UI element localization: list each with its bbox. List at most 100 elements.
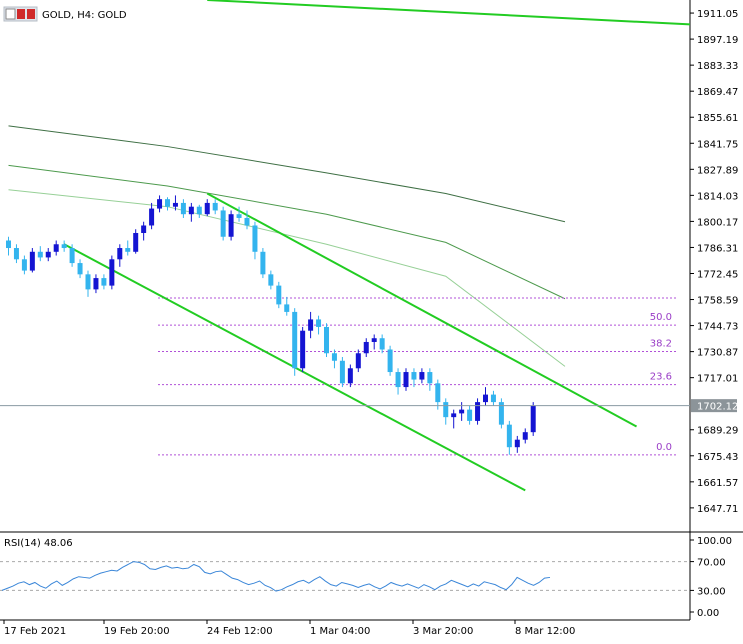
price-tick-label: 1800.17 bbox=[697, 217, 738, 228]
price-tick-label: 1897.19 bbox=[697, 35, 738, 46]
candlestick bbox=[29, 248, 35, 273]
candle-body bbox=[371, 338, 377, 342]
candlestick bbox=[157, 195, 163, 213]
candlestick bbox=[212, 199, 218, 215]
candle-body bbox=[204, 202, 210, 215]
candlestick bbox=[37, 246, 43, 262]
candle-body bbox=[435, 383, 441, 403]
fib-level-label: 0.0 bbox=[656, 442, 672, 453]
candlestick bbox=[276, 281, 282, 309]
candle-body bbox=[117, 248, 123, 260]
candlestick bbox=[331, 349, 337, 369]
candlestick bbox=[117, 244, 123, 267]
candle-body bbox=[236, 214, 242, 218]
candle-body bbox=[149, 208, 155, 226]
candle-body bbox=[133, 232, 139, 252]
candlestick bbox=[530, 402, 536, 436]
candlestick bbox=[77, 259, 83, 279]
candle-body bbox=[45, 251, 51, 258]
candlestick bbox=[363, 338, 369, 358]
candlestick bbox=[69, 244, 75, 267]
candlestick bbox=[371, 334, 377, 350]
trend-channel-line[interactable] bbox=[206, 192, 638, 428]
price-tick-label: 1647.71 bbox=[697, 504, 738, 515]
candlestick bbox=[236, 206, 242, 222]
candle-body bbox=[522, 432, 528, 440]
candlestick bbox=[21, 255, 27, 275]
candlestick bbox=[308, 311, 314, 339]
price-tick-label: 1689.29 bbox=[697, 426, 738, 437]
candle-body bbox=[180, 202, 186, 215]
price-tick-label: 1883.33 bbox=[697, 61, 738, 72]
candlestick bbox=[228, 210, 234, 241]
candlestick bbox=[252, 221, 258, 260]
candlestick bbox=[141, 221, 147, 241]
candle-body bbox=[498, 402, 504, 425]
candle-body bbox=[37, 251, 43, 258]
candle-body bbox=[316, 319, 322, 327]
candlestick bbox=[149, 202, 155, 230]
candle-body bbox=[69, 248, 75, 264]
moving-averages bbox=[8, 125, 566, 367]
price-axis: 1911.05 1897.19 1883.33 1869.47 1855.61 1841.… bbox=[690, 9, 738, 515]
rsi-line bbox=[1, 561, 551, 592]
trend-channel-line[interactable] bbox=[207, 0, 691, 26]
price-tick-label: 1717.01 bbox=[697, 374, 738, 385]
candlestick bbox=[459, 402, 465, 421]
candle-body bbox=[514, 439, 520, 448]
candlestick bbox=[475, 398, 481, 425]
trend-channel[interactable] bbox=[63, 0, 691, 492]
candlestick bbox=[514, 435, 520, 453]
candlestick bbox=[85, 270, 91, 297]
candlestick bbox=[101, 274, 107, 290]
candle-body bbox=[363, 341, 369, 354]
candle-body bbox=[403, 372, 409, 388]
fib-level-label: 38.2 bbox=[650, 339, 672, 350]
candlestick bbox=[324, 323, 329, 358]
price-tick-label: 1675.43 bbox=[697, 452, 738, 463]
candlestick bbox=[347, 364, 353, 388]
candle-body bbox=[284, 304, 290, 312]
candlestick bbox=[93, 274, 99, 294]
candle-body bbox=[411, 372, 417, 380]
candle-body bbox=[427, 372, 433, 384]
price-tick-label: 1758.59 bbox=[697, 296, 738, 307]
candlestick bbox=[498, 398, 504, 429]
price-tick-label: 1869.47 bbox=[697, 87, 738, 98]
candle-body bbox=[53, 244, 59, 252]
candle-body bbox=[331, 353, 337, 361]
candlestick bbox=[483, 387, 488, 406]
candlestick bbox=[316, 315, 322, 335]
candlestick bbox=[204, 199, 210, 217]
candle-body bbox=[475, 402, 481, 421]
fib-level-label: 50.0 bbox=[650, 312, 672, 323]
rsi-tick-label: 0.00 bbox=[697, 608, 719, 619]
fibonacci-retracement[interactable]: 50.0 38.2 23.6 0.0 bbox=[158, 297, 676, 456]
rsi-axis: 100.00 70.00 30.00 0.00 bbox=[690, 536, 732, 619]
price-tick-label: 1814.03 bbox=[697, 191, 738, 202]
candlestick bbox=[220, 206, 226, 241]
price-tick-label: 1911.05 bbox=[697, 9, 738, 20]
candlestick bbox=[522, 428, 528, 444]
candlestick bbox=[180, 199, 186, 218]
candlestick bbox=[196, 204, 202, 218]
candle-body bbox=[268, 274, 274, 286]
candle-body bbox=[347, 368, 353, 384]
rsi-panel bbox=[0, 561, 690, 592]
candle-body bbox=[530, 405, 536, 433]
time-tick-label: 8 Mar 12:00 bbox=[515, 626, 575, 637]
candle-body bbox=[451, 413, 457, 418]
candle-body bbox=[220, 210, 226, 237]
candlestick bbox=[467, 405, 473, 425]
candlestick bbox=[53, 240, 59, 256]
candle-body bbox=[212, 202, 218, 211]
candle-body bbox=[157, 199, 163, 209]
candle-body bbox=[6, 240, 11, 249]
moving-average-line bbox=[8, 125, 566, 223]
candle-body bbox=[467, 409, 473, 421]
candle-body bbox=[379, 338, 385, 350]
chart-toolbar-icon[interactable] bbox=[3, 6, 38, 22]
candlestick bbox=[427, 368, 433, 391]
candlestick bbox=[61, 240, 67, 252]
